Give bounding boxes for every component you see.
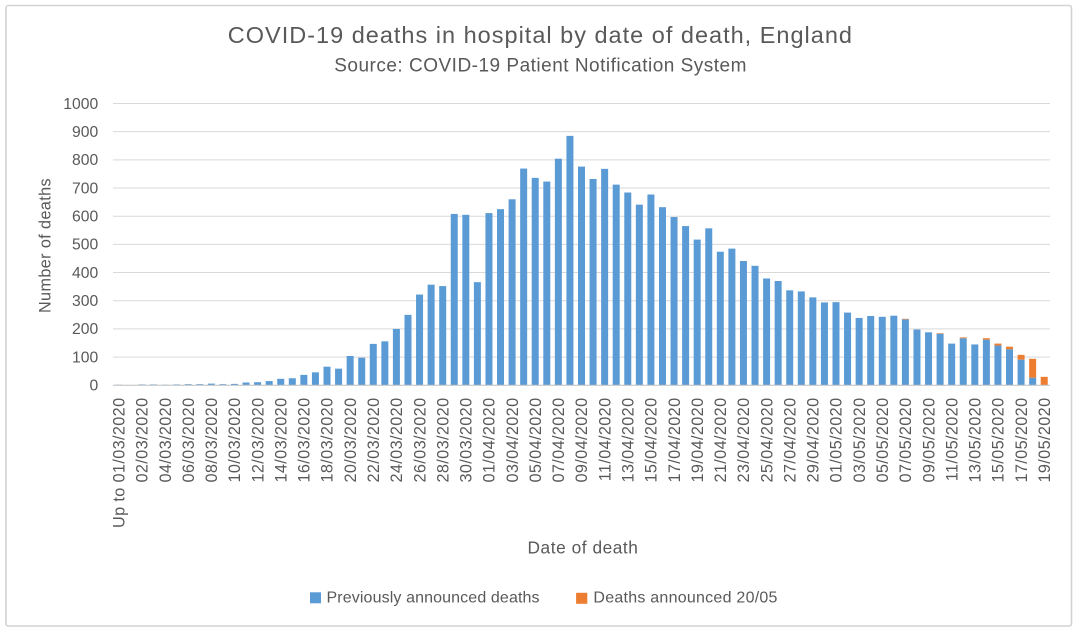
svg-text:Up to 01/03/2020: Up to 01/03/2020	[110, 398, 128, 529]
svg-text:03/04/2020: 03/04/2020	[504, 398, 522, 483]
svg-text:09/04/2020: 09/04/2020	[573, 398, 591, 483]
svg-text:200: 200	[72, 321, 98, 338]
svg-text:Number of deaths: Number of deaths	[36, 178, 54, 313]
svg-text:07/05/2020: 07/05/2020	[897, 398, 915, 483]
svg-text:300: 300	[72, 293, 98, 310]
svg-text:Source: COVID-19 Patient Notif: Source: COVID-19 Patient Notification Sy…	[334, 56, 747, 77]
svg-text:14/03/2020: 14/03/2020	[272, 398, 290, 483]
svg-text:27/04/2020: 27/04/2020	[781, 398, 799, 483]
svg-text:02/03/2020: 02/03/2020	[134, 398, 152, 483]
svg-text:03/05/2020: 03/05/2020	[851, 398, 869, 483]
svg-text:07/04/2020: 07/04/2020	[550, 398, 568, 483]
svg-text:05/04/2020: 05/04/2020	[527, 398, 545, 483]
svg-text:900: 900	[72, 124, 98, 141]
svg-text:Date of death: Date of death	[528, 538, 639, 558]
svg-text:15/05/2020: 15/05/2020	[990, 398, 1008, 483]
svg-text:700: 700	[72, 180, 98, 197]
svg-text:100: 100	[72, 349, 98, 366]
svg-text:Previously announced deaths: Previously announced deaths	[327, 590, 540, 607]
svg-text:400: 400	[72, 265, 98, 282]
svg-text:18/03/2020: 18/03/2020	[319, 398, 337, 483]
svg-text:21/04/2020: 21/04/2020	[712, 398, 730, 483]
svg-text:30/03/2020: 30/03/2020	[458, 398, 476, 483]
svg-text:10/03/2020: 10/03/2020	[226, 398, 244, 483]
svg-text:16/03/2020: 16/03/2020	[296, 398, 314, 483]
svg-text:17/04/2020: 17/04/2020	[666, 398, 684, 483]
svg-text:11/04/2020: 11/04/2020	[596, 398, 614, 482]
svg-text:05/05/2020: 05/05/2020	[874, 398, 892, 483]
svg-text:01/05/2020: 01/05/2020	[828, 398, 846, 483]
svg-text:800: 800	[72, 152, 98, 169]
svg-text:0: 0	[89, 378, 98, 395]
svg-text:1000: 1000	[63, 96, 98, 113]
svg-text:19/04/2020: 19/04/2020	[689, 398, 707, 483]
svg-text:26/03/2020: 26/03/2020	[411, 398, 429, 483]
svg-text:Deaths announced 20/05: Deaths announced 20/05	[593, 590, 777, 607]
svg-text:13/05/2020: 13/05/2020	[967, 398, 985, 483]
svg-text:19/05/2020: 19/05/2020	[1036, 398, 1054, 483]
svg-text:06/03/2020: 06/03/2020	[180, 398, 198, 483]
svg-text:23/04/2020: 23/04/2020	[735, 398, 753, 483]
svg-text:13/04/2020: 13/04/2020	[619, 398, 637, 483]
svg-text:12/03/2020: 12/03/2020	[249, 398, 267, 483]
svg-text:09/05/2020: 09/05/2020	[920, 398, 938, 483]
svg-text:22/03/2020: 22/03/2020	[365, 398, 383, 483]
svg-text:04/03/2020: 04/03/2020	[157, 398, 175, 483]
svg-text:08/03/2020: 08/03/2020	[203, 398, 221, 483]
svg-text:600: 600	[72, 209, 98, 226]
svg-text:25/04/2020: 25/04/2020	[758, 398, 776, 483]
svg-text:24/03/2020: 24/03/2020	[388, 398, 406, 483]
svg-text:11/05/2020: 11/05/2020	[943, 398, 961, 482]
svg-text:15/04/2020: 15/04/2020	[643, 398, 661, 483]
svg-text:500: 500	[72, 237, 98, 254]
svg-text:17/05/2020: 17/05/2020	[1013, 398, 1031, 483]
svg-text:20/03/2020: 20/03/2020	[342, 398, 360, 483]
svg-text:COVID-19 deaths in hospital by: COVID-19 deaths in hospital by date of d…	[228, 22, 853, 48]
svg-text:29/04/2020: 29/04/2020	[805, 398, 823, 483]
svg-text:01/04/2020: 01/04/2020	[481, 398, 499, 483]
svg-text:28/03/2020: 28/03/2020	[434, 398, 452, 483]
